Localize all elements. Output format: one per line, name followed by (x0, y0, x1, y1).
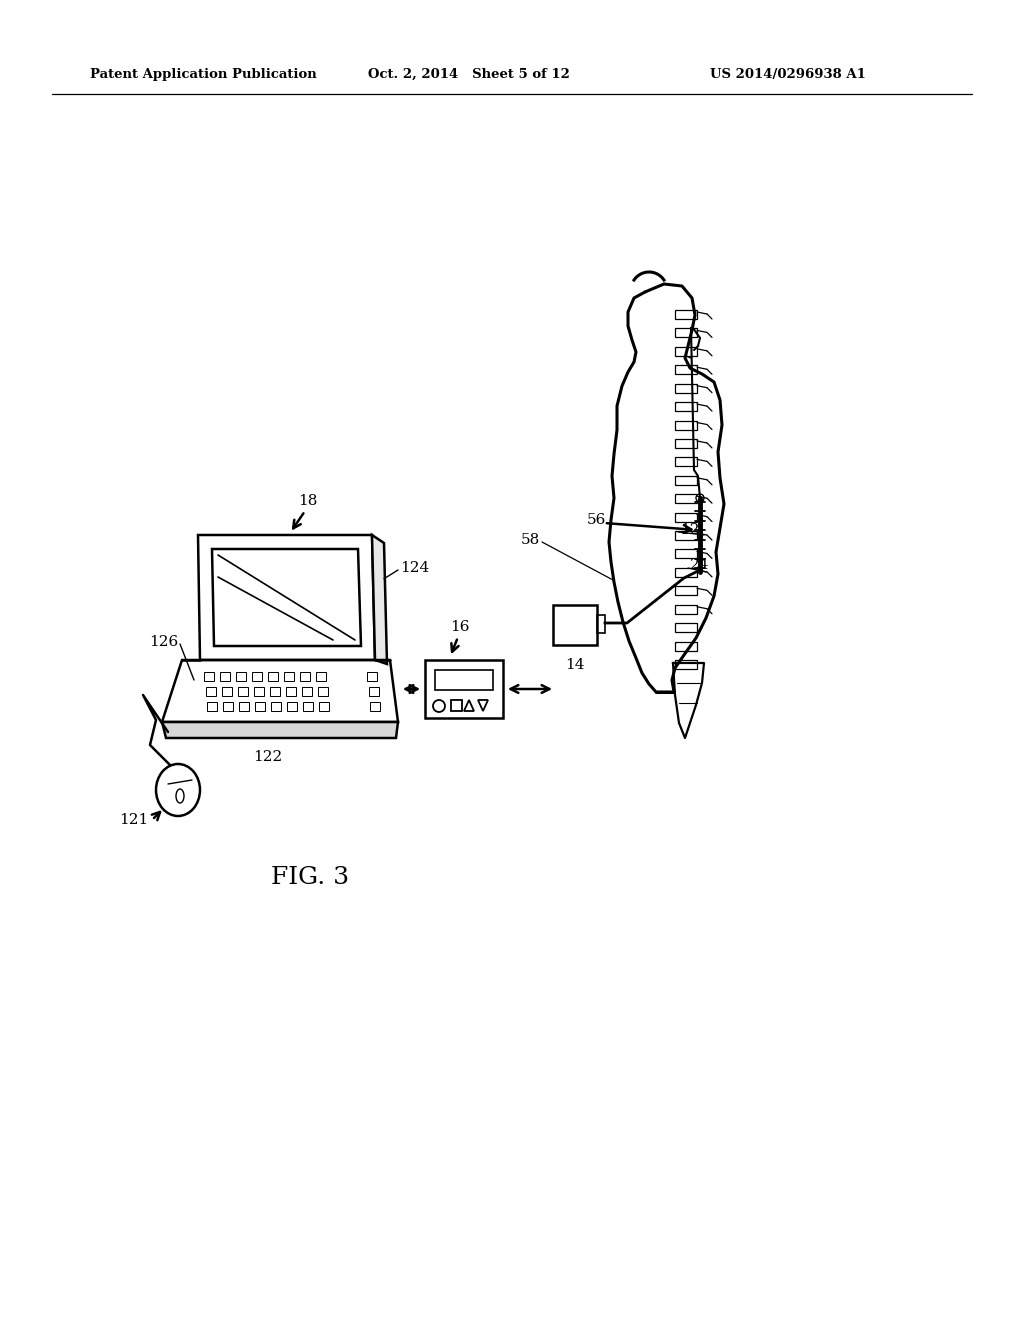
Bar (269, 686, 280, 696)
Bar (238, 686, 248, 696)
Bar (206, 686, 215, 696)
Bar (675, 421, 697, 429)
Bar (254, 686, 263, 696)
Bar (675, 642, 697, 651)
Bar (675, 494, 697, 503)
Bar (675, 366, 697, 375)
Bar (319, 702, 329, 711)
Bar (221, 686, 231, 696)
Bar (675, 440, 697, 447)
Text: 122: 122 (253, 750, 283, 764)
Bar (300, 672, 310, 681)
Text: 124: 124 (400, 561, 429, 576)
Bar (271, 702, 281, 711)
Bar (286, 686, 296, 696)
Text: 14: 14 (565, 657, 585, 672)
Bar (675, 512, 697, 521)
Bar (252, 672, 262, 681)
Text: 58: 58 (521, 533, 540, 546)
Text: 24: 24 (690, 558, 710, 572)
Bar (675, 660, 697, 669)
Polygon shape (162, 722, 398, 738)
Bar (425, 660, 503, 718)
Text: Patent Application Publication: Patent Application Publication (90, 69, 316, 81)
Text: 121: 121 (119, 813, 148, 828)
Bar (675, 347, 697, 356)
Bar (675, 384, 697, 392)
Polygon shape (372, 535, 387, 664)
Bar (369, 686, 379, 696)
Bar (287, 702, 297, 711)
Bar (370, 702, 380, 711)
Bar (675, 457, 697, 466)
Bar (675, 623, 697, 632)
Text: US 2014/0296938 A1: US 2014/0296938 A1 (710, 69, 866, 81)
Text: 56: 56 (587, 513, 606, 527)
Bar (675, 605, 697, 614)
Bar (675, 475, 697, 484)
Bar (675, 310, 697, 319)
Bar (597, 615, 605, 634)
Bar (451, 700, 462, 711)
Text: 16: 16 (451, 620, 470, 634)
Bar (301, 686, 311, 696)
Bar (317, 686, 328, 696)
Text: FIG. 3: FIG. 3 (271, 866, 349, 888)
Bar (268, 672, 278, 681)
Bar (675, 329, 697, 338)
Text: 126: 126 (148, 635, 178, 649)
Bar (255, 702, 265, 711)
Bar (367, 672, 377, 681)
Bar (675, 586, 697, 595)
Bar (220, 672, 230, 681)
Bar (236, 672, 246, 681)
Bar (239, 702, 249, 711)
Bar (675, 403, 697, 411)
Bar (223, 702, 233, 711)
Text: 18: 18 (298, 494, 317, 508)
Bar (553, 605, 597, 645)
Bar (207, 702, 217, 711)
Bar (204, 672, 214, 681)
Circle shape (696, 494, 705, 502)
Text: Oct. 2, 2014   Sheet 5 of 12: Oct. 2, 2014 Sheet 5 of 12 (368, 69, 570, 81)
Bar (303, 702, 313, 711)
Bar (316, 672, 326, 681)
Bar (435, 671, 493, 690)
Text: 12: 12 (680, 523, 699, 537)
Bar (675, 568, 697, 577)
Bar (675, 531, 697, 540)
Bar (675, 549, 697, 558)
Bar (284, 672, 294, 681)
